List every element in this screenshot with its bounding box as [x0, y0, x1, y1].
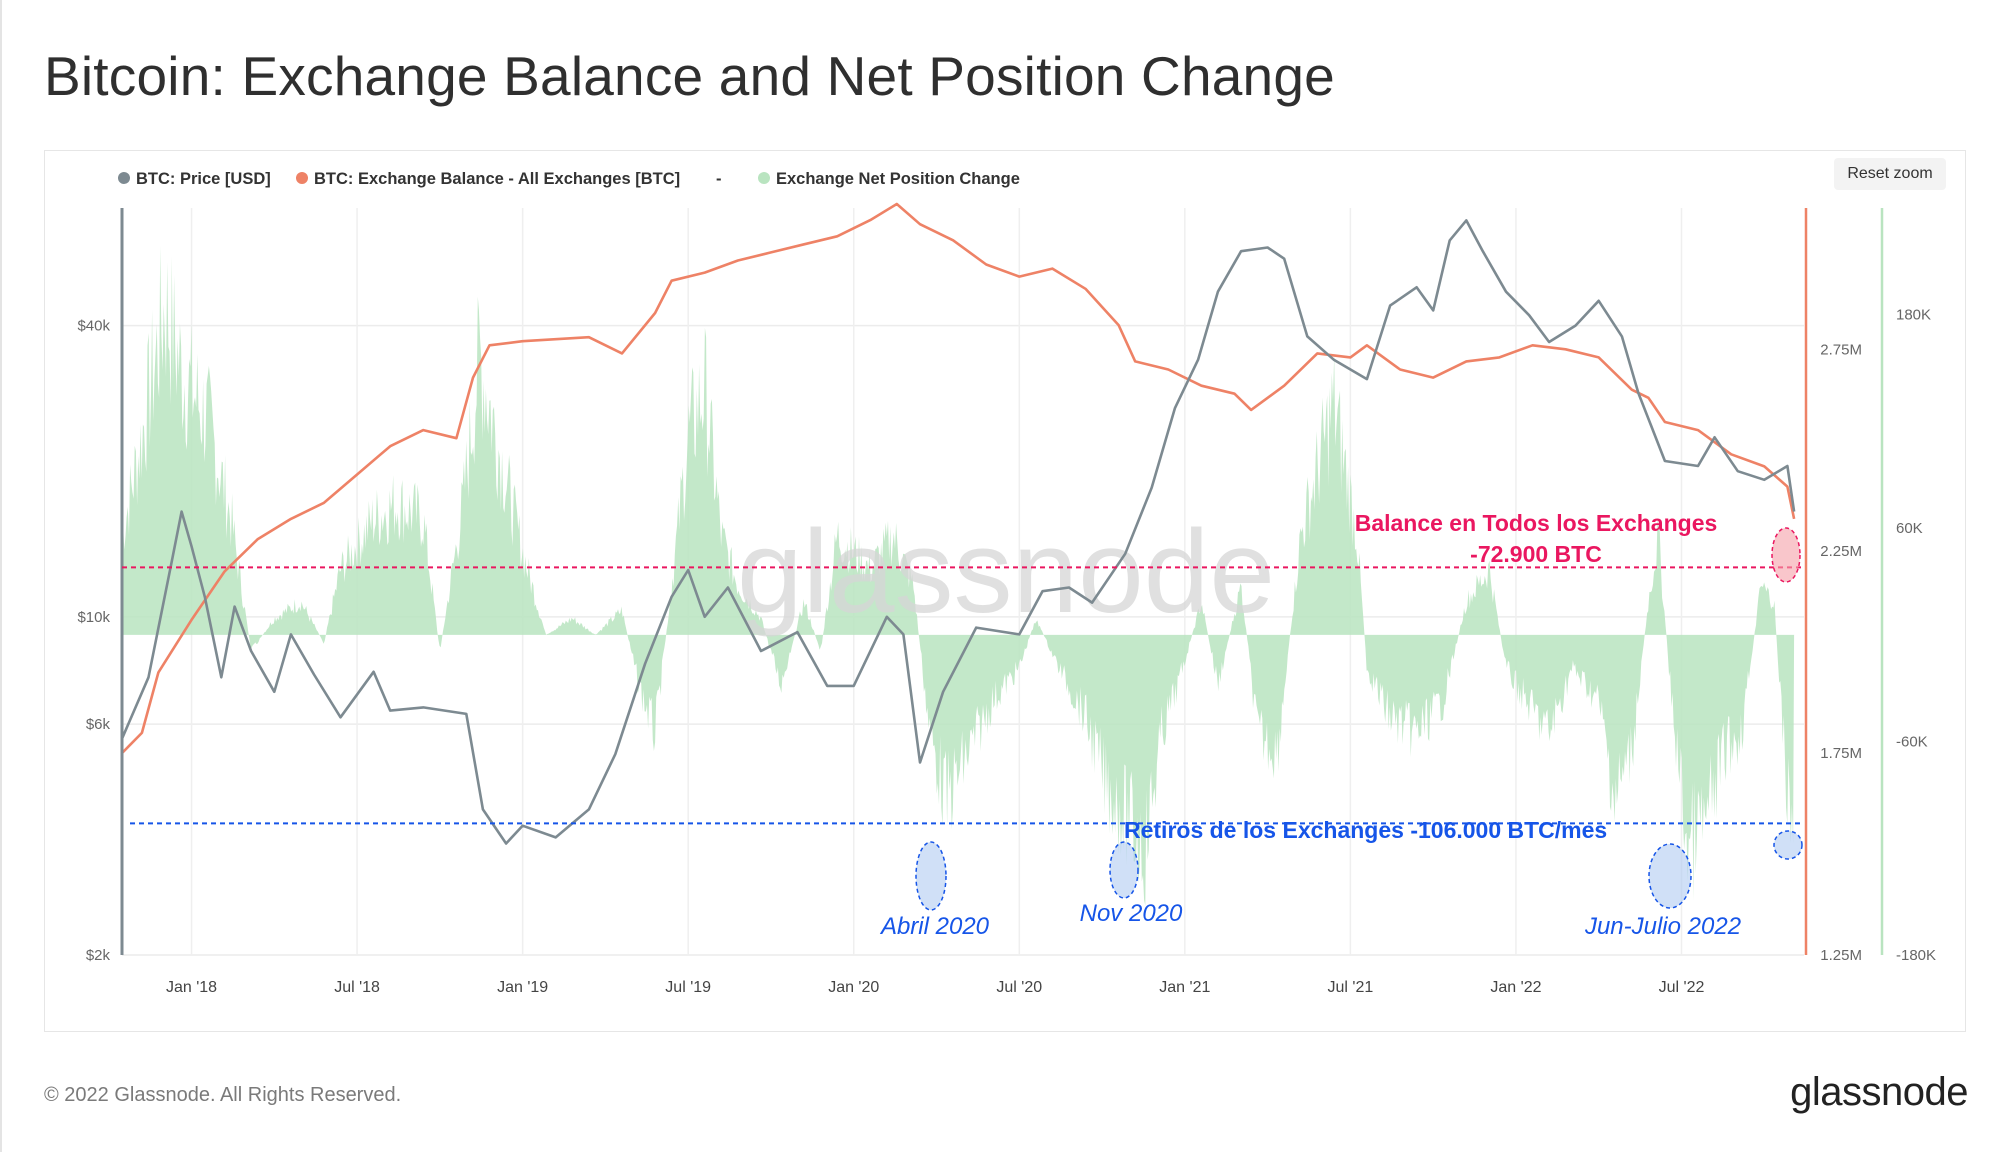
legend-marker — [758, 172, 770, 184]
left-axis-tick-label: $10k — [77, 609, 110, 626]
x-axis-tick-label: Jan '18 — [166, 979, 217, 996]
x-axis-tick-label: Jul '19 — [665, 979, 711, 996]
legend-marker — [118, 172, 130, 184]
left-axis-tick-label: $40k — [77, 318, 110, 335]
page-frame-line — [0, 0, 2, 1152]
reset-zoom-button[interactable]: Reset zoom — [1834, 158, 1946, 190]
x-axis-tick-label: Jan '19 — [497, 979, 548, 996]
withdrawals-annotation: Retiros de los Exchanges -106.000 BTC/me… — [1124, 817, 1607, 843]
balance-annotation-line2: -72.900 BTC — [1470, 541, 1602, 567]
copyright-text: © 2022 Glassnode. All Rights Reserved. — [44, 1084, 402, 1106]
right-axis-net-tick-label: -180K — [1896, 947, 1936, 964]
latest-withdrawal-highlight — [1773, 830, 1803, 860]
left-axis-tick-label: $2k — [86, 947, 111, 964]
left-axis-tick-label: $6k — [86, 716, 111, 733]
chart-container — [44, 150, 1966, 1032]
x-axis-tick-label: Jan '21 — [1159, 979, 1210, 996]
x-axis-tick-label: Jul '20 — [996, 979, 1042, 996]
x-axis-tick-label: Jul '18 — [334, 979, 380, 996]
btc-price-line — [120, 219, 1796, 845]
net-position-change-area — [122, 245, 1795, 906]
x-axis-tick-label: Jul '22 — [1659, 979, 1705, 996]
nov-2020-highlight — [1109, 841, 1139, 899]
jun-jul-2022-highlight — [1648, 843, 1692, 909]
balance-annotation-line1: Balance en Todos los Exchanges — [1355, 510, 1718, 536]
x-axis-tick-label: Jan '20 — [828, 979, 879, 996]
glassnode-logo: glassnode — [1790, 1070, 1968, 1114]
legend-item-label: Exchange Net Position Change — [776, 170, 1020, 188]
right-axis-net-tick-label: 180K — [1896, 307, 1931, 324]
legend: BTC: Price [USD] BTC: Exchange Balance - … — [118, 170, 1020, 188]
legend-item-label: - — [716, 170, 722, 188]
abril-2020-label: Abril 2020 — [879, 913, 990, 940]
right-axis-balance-tick-label: 1.75M — [1820, 745, 1862, 762]
watermark-text: glassnode — [737, 506, 1275, 638]
abril-2020-highlight — [915, 841, 947, 911]
right-axis-balance-tick-label: 2.75M — [1820, 341, 1862, 358]
nov-2020-label: Nov 2020 — [1080, 900, 1183, 927]
balance-highlight — [1771, 527, 1801, 583]
legend-item-label: BTC: Price [USD] — [136, 170, 271, 188]
legend-item-label: BTC: Exchange Balance - All Exchanges [B… — [314, 170, 680, 188]
x-axis-tick-label: Jan '22 — [1490, 979, 1541, 996]
exchange-balance-line — [121, 202, 1796, 755]
right-axis-net-tick-label: 60K — [1896, 520, 1923, 537]
right-axis-balance-tick-label: 1.25M — [1820, 947, 1862, 964]
page-title: Bitcoin: Exchange Balance and Net Positi… — [44, 45, 1335, 107]
right-axis-balance-tick-label: 2.25M — [1820, 543, 1862, 560]
right-axis-net-tick-label: -60K — [1896, 734, 1928, 751]
x-axis-tick-label: Jul '21 — [1328, 979, 1374, 996]
jun-jul-2022-label: Jun-Julio 2022 — [1584, 913, 1741, 940]
legend-marker — [296, 172, 308, 184]
